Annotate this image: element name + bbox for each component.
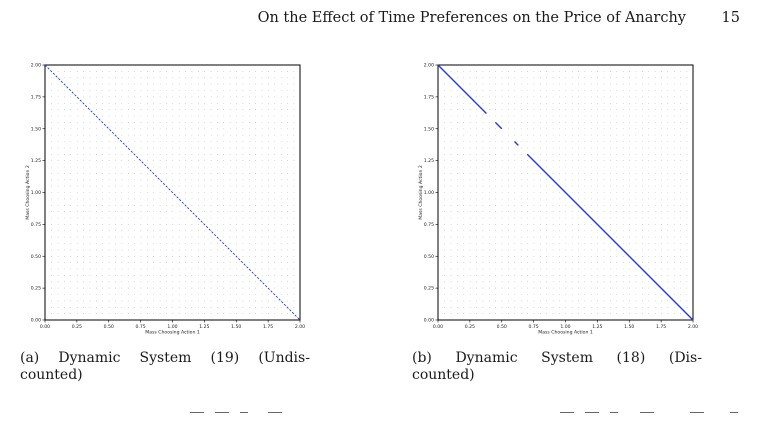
x-tick-label: 1.00 bbox=[167, 324, 177, 330]
y-tick-label: 1.50 bbox=[31, 126, 41, 132]
series-0-segment bbox=[494, 121, 503, 130]
y-tick-label: 0.75 bbox=[424, 222, 434, 228]
figure-a-caption: (a) Dynamic System (19) (Undis- counted) bbox=[20, 350, 310, 384]
x-tick-label: 0.00 bbox=[433, 324, 443, 330]
x-tick-label: 1.25 bbox=[199, 324, 209, 330]
x-tick-label: 1.00 bbox=[560, 324, 570, 330]
series-0-segment bbox=[437, 64, 487, 114]
y-tick-label: 0.50 bbox=[31, 254, 41, 260]
caption-line: counted) bbox=[412, 367, 475, 383]
caption-word: System bbox=[541, 350, 593, 366]
figure-b-plot: 0.00 0.25 0.50 0.75 1.00 1.25 1.50 1.75 2.00 0.00… bbox=[418, 63, 698, 336]
x-tick-label: 0.50 bbox=[104, 324, 114, 330]
caption-line: counted) bbox=[20, 367, 83, 383]
y-tick-label: 2.00 bbox=[424, 63, 434, 69]
x-tick-label: 2.00 bbox=[295, 324, 305, 330]
figure-a-plot: 0.00 0.25 0.50 0.75 1.00 1.25 1.50 1.75 2.00 0.00… bbox=[25, 63, 305, 336]
series-0-segment bbox=[44, 64, 301, 321]
x-tick-label: 0.25 bbox=[465, 324, 475, 330]
y-tick-label: 0.00 bbox=[31, 318, 41, 324]
y-tick-label: 1.25 bbox=[31, 158, 41, 164]
y-axis-label: Mass Choosing Action 2 bbox=[418, 165, 424, 220]
y-tick-label: 0.25 bbox=[424, 286, 434, 292]
caption-word: (19) bbox=[210, 350, 240, 366]
caption-word: Dynamic bbox=[455, 350, 518, 366]
running-head: On the Effect of Time Preferences on the… bbox=[250, 10, 750, 30]
x-tick-label: 0.75 bbox=[136, 324, 146, 330]
caption-word: (Undis- bbox=[258, 350, 310, 366]
x-axis-label: Mass Choosing Action 1 bbox=[538, 330, 593, 336]
x-axis-label: Mass Choosing Action 1 bbox=[145, 330, 200, 336]
y-tick-label: 0.75 bbox=[31, 222, 41, 228]
page-number: 15 bbox=[721, 10, 740, 26]
y-tick-label: 0.00 bbox=[424, 318, 434, 324]
y-tick-label: 1.00 bbox=[424, 190, 434, 196]
caption-word: (18) bbox=[616, 350, 646, 366]
caption-word: Dynamic bbox=[58, 350, 121, 366]
x-tick-label: 1.50 bbox=[624, 324, 634, 330]
x-tick-label: 0.50 bbox=[497, 324, 507, 330]
x-tick-label: 0.25 bbox=[72, 324, 82, 330]
x-tick-label: 0.00 bbox=[40, 324, 50, 330]
x-tick-label: 1.75 bbox=[263, 324, 273, 330]
running-head-title: On the Effect of Time Preferences on the… bbox=[257, 10, 686, 26]
y-axis-label: Mass Choosing Action 2 bbox=[25, 165, 31, 220]
y-tick-label: 1.75 bbox=[31, 94, 41, 100]
x-tick-label: 0.75 bbox=[529, 324, 539, 330]
x-tick-label: 2.00 bbox=[688, 324, 698, 330]
y-tick-label: 1.00 bbox=[31, 190, 41, 196]
caption-word: (b) bbox=[412, 350, 432, 366]
caption-word: System bbox=[139, 350, 192, 366]
x-tick-label: 1.25 bbox=[592, 324, 602, 330]
y-tick-label: 1.25 bbox=[424, 158, 434, 164]
caption-word: (Dis- bbox=[668, 350, 702, 366]
series-0-segment bbox=[514, 141, 519, 146]
y-tick-label: 1.50 bbox=[424, 126, 434, 132]
figure-b-caption: (b) Dynamic System (18) (Dis- counted) bbox=[412, 350, 702, 384]
x-tick-label: 1.75 bbox=[656, 324, 666, 330]
clipped-next-line bbox=[0, 408, 761, 424]
series-0-segment bbox=[526, 153, 694, 321]
y-tick-label: 0.50 bbox=[424, 254, 434, 260]
y-tick-label: 1.75 bbox=[424, 94, 434, 100]
y-tick-label: 2.00 bbox=[31, 63, 41, 69]
y-tick-label: 0.25 bbox=[31, 286, 41, 292]
x-tick-label: 1.50 bbox=[231, 324, 241, 330]
caption-word: (a) bbox=[20, 350, 40, 366]
